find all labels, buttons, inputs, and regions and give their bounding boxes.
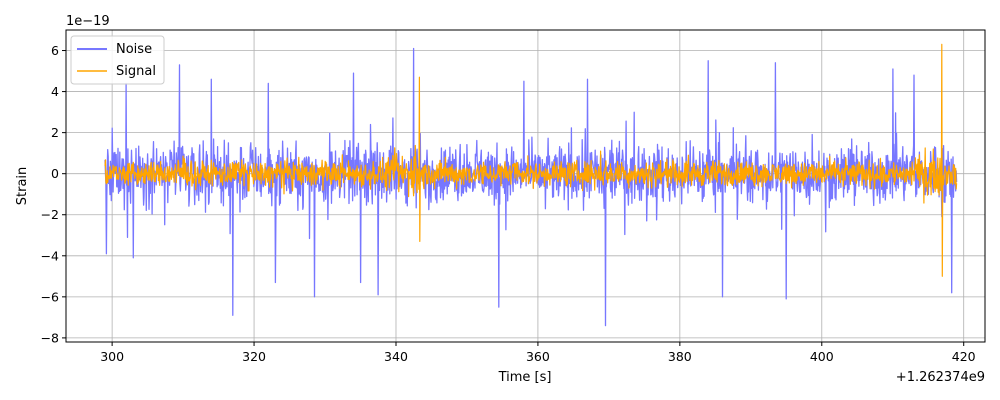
y-scale-label: 1e−19	[66, 14, 110, 29]
y-axis-ticks: −8 −6 −4 −2 0 2 4 6	[41, 43, 66, 345]
y-tick-label: −6	[41, 289, 59, 304]
signal-series-line	[104, 43, 958, 277]
y-tick-label: 6	[51, 43, 59, 58]
x-tick-label: 360	[526, 349, 550, 364]
x-axis-label: Time [s]	[498, 370, 552, 385]
x-tick-label: 320	[242, 349, 266, 364]
y-tick-label: 0	[51, 166, 59, 181]
x-tick-label: 340	[384, 349, 408, 364]
plot-frame	[65, 29, 986, 343]
x-axis-ticks: 300 320 340 360 380 400 420	[100, 342, 976, 364]
x-tick-label: 380	[668, 349, 692, 364]
y-tick-label: −2	[41, 207, 59, 222]
x-tick-label: 300	[100, 349, 124, 364]
y-tick-label: −4	[41, 248, 59, 263]
x-offset-label: +1.262374e9	[896, 370, 985, 385]
legend: Noise Signal	[70, 35, 165, 85]
y-tick-label: −8	[41, 330, 59, 345]
y-tick-label: 4	[51, 84, 59, 99]
legend-signal-label: Signal	[116, 64, 156, 79]
x-tick-label: 400	[810, 349, 834, 364]
grid	[66, 30, 985, 342]
y-tick-label: 2	[51, 125, 59, 140]
x-tick-label: 420	[952, 349, 976, 364]
legend-noise-label: Noise	[116, 42, 152, 57]
y-axis-label: Strain	[15, 167, 30, 206]
